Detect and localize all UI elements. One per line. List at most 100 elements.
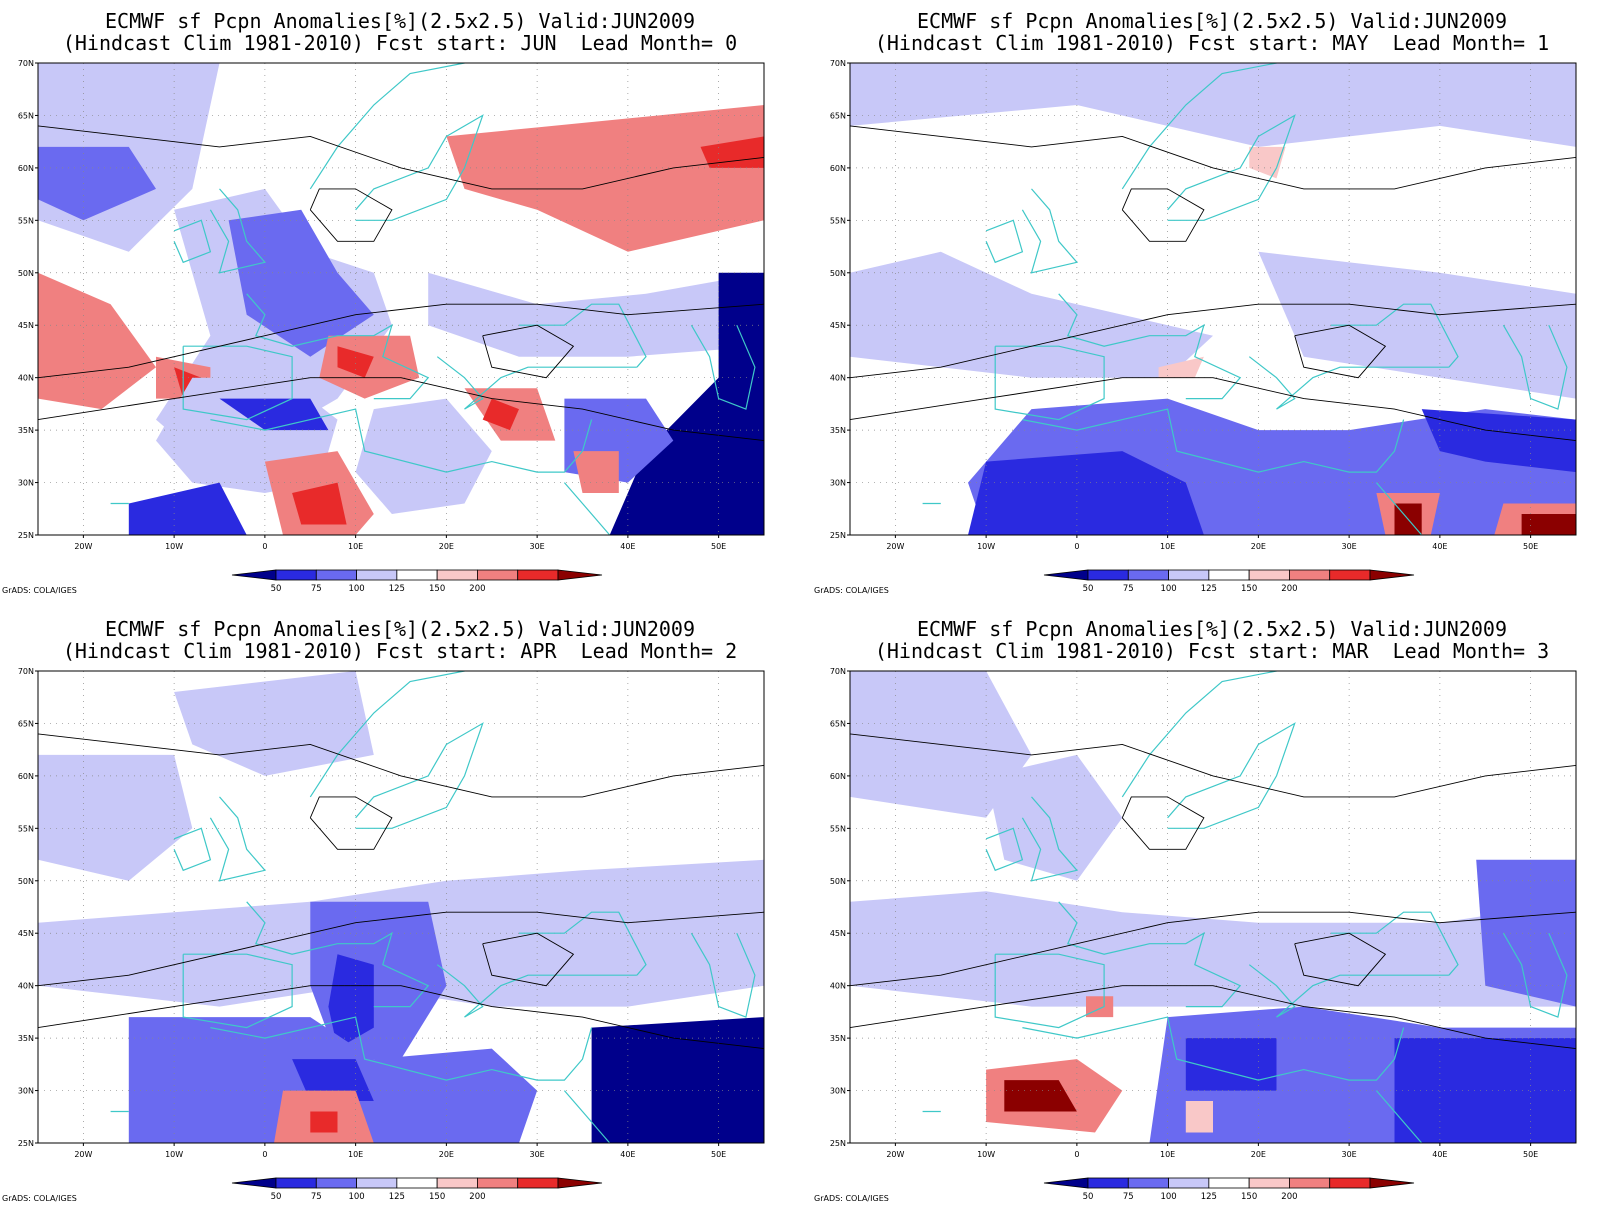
colorbar-box: [477, 569, 519, 581]
lat-label: 35N: [830, 1034, 846, 1043]
coastline: [1248, 964, 1449, 1018]
coastline: [1331, 303, 1459, 368]
grads-credit: GrADS: COLA/IGES: [2, 1194, 77, 1203]
panel-title-line1: ECMWF sf Pcpn Anomalies[%](2.5x2.5) Vali…: [916, 9, 1507, 33]
anomaly-region: [292, 1059, 374, 1101]
anomaly-region: [1258, 251, 1576, 399]
lat-label: 35N: [830, 426, 846, 435]
map-plot: 70N 65N 60N 55N 50N 45N 40N 35N 30N 25N 20W 10W 0 10E…: [18, 59, 765, 594]
colorbar-label: 150: [429, 584, 445, 594]
coastline: [1167, 114, 1296, 221]
colorbar-box: [1248, 569, 1290, 581]
lat-label: 30N: [830, 479, 846, 488]
colorbar-label: 150: [429, 1192, 445, 1202]
lon-label: 30E: [530, 542, 545, 551]
colorbar-label: 200: [469, 584, 485, 594]
colorbar-low-triangle: [231, 569, 277, 581]
colorbar-box: [396, 569, 438, 581]
coastline: [246, 293, 430, 400]
coastline: [994, 345, 1105, 421]
lon-label: 20E: [439, 1150, 454, 1159]
colorbar-high-triangle: [557, 569, 603, 581]
coastline: [1021, 796, 1079, 882]
anomaly-region: [337, 346, 374, 378]
anomaly-region: [700, 136, 764, 168]
lon-label: 30E: [530, 1150, 545, 1159]
lat-label: 30N: [18, 479, 34, 488]
coastline: [309, 671, 468, 798]
isoline: [309, 796, 393, 850]
anomaly-region: [1521, 514, 1576, 535]
lon-label: 20W: [74, 542, 92, 551]
colorbar-label: 50: [271, 584, 282, 594]
lat-label: 25N: [830, 531, 846, 540]
colorbar-low-triangle: [1043, 1177, 1089, 1189]
colorbar-box: [356, 1177, 398, 1189]
colorbar-box: [1329, 1177, 1371, 1189]
coastline: [173, 827, 212, 872]
lon-label: 20E: [439, 542, 454, 551]
anomaly-region: [228, 209, 374, 357]
anomaly-region: [986, 754, 1123, 881]
coastline: [246, 901, 430, 1008]
colorbar-box: [1127, 569, 1169, 581]
lat-label: 25N: [830, 1139, 846, 1148]
panel-title-line2: (Hindcast Clim 1981-2010) Fcst start: MA…: [874, 31, 1550, 55]
anomaly-region: [310, 1111, 338, 1133]
lon-label: 10W: [165, 1150, 183, 1159]
lon-label: 40E: [1432, 1150, 1447, 1159]
anomaly-region: [1004, 1080, 1077, 1112]
coastline: [985, 827, 1024, 872]
isoline: [850, 125, 1576, 190]
isoline: [38, 911, 764, 987]
lat-label: 50N: [830, 877, 846, 886]
panel-title-line1: ECMWF sf Pcpn Anomalies[%](2.5x2.5) Vali…: [916, 617, 1507, 641]
lat-label: 40N: [830, 982, 846, 991]
isoline: [1121, 796, 1205, 850]
isoline: [1294, 324, 1387, 379]
colorbar-box: [1289, 1177, 1331, 1189]
map-plot: 70N 65N 60N 55N 50N 45N 40N 35N 30N 25N 20W 10W 0 10E…: [830, 667, 1577, 1202]
lat-label: 45N: [830, 929, 846, 938]
coastline: [1331, 911, 1459, 976]
coastline: [182, 953, 293, 1029]
colorbar-label: 200: [1281, 1192, 1297, 1202]
lon-label: 50E: [1523, 542, 1538, 551]
lat-label: 60N: [830, 772, 846, 781]
lat-label: 55N: [830, 824, 846, 833]
anomaly-region: [1086, 996, 1114, 1018]
lon-label: 40E: [1432, 542, 1447, 551]
anomaly-region: [482, 398, 519, 431]
colorbar-low-triangle: [231, 1177, 277, 1189]
anomaly-region: [38, 146, 156, 221]
coastline: [1022, 408, 1405, 473]
anomaly-region: [38, 272, 156, 410]
colorbar-label: 50: [1083, 584, 1094, 594]
coastline: [563, 482, 611, 535]
colorbar-high-triangle: [1369, 1177, 1415, 1189]
lat-label: 45N: [18, 929, 34, 938]
lon-label: 10E: [1160, 542, 1175, 551]
plot-frame: [37, 62, 765, 536]
coastline: [1167, 722, 1296, 829]
coastline: [563, 1090, 611, 1143]
lat-label: 70N: [830, 59, 846, 68]
grads-credit: GrADS: COLA/IGES: [814, 1194, 889, 1203]
colorbar-box: [275, 1177, 317, 1189]
coastline: [209, 188, 267, 274]
coastline: [1502, 324, 1568, 410]
isoline: [1294, 932, 1387, 987]
lat-label: 50N: [18, 877, 34, 886]
lat-label: 35N: [18, 426, 34, 435]
anomaly-region: [428, 272, 764, 357]
lat-label: 65N: [830, 719, 846, 728]
coastline: [519, 303, 647, 368]
coastline: [436, 356, 637, 410]
colorbar-label: 125: [1201, 1192, 1217, 1202]
isoline: [309, 188, 393, 242]
colorbar-box: [1208, 1177, 1250, 1189]
colorbar-label: 100: [1160, 1192, 1176, 1202]
isoline: [850, 985, 1576, 1050]
isoline: [38, 377, 764, 442]
isoline: [482, 932, 575, 987]
